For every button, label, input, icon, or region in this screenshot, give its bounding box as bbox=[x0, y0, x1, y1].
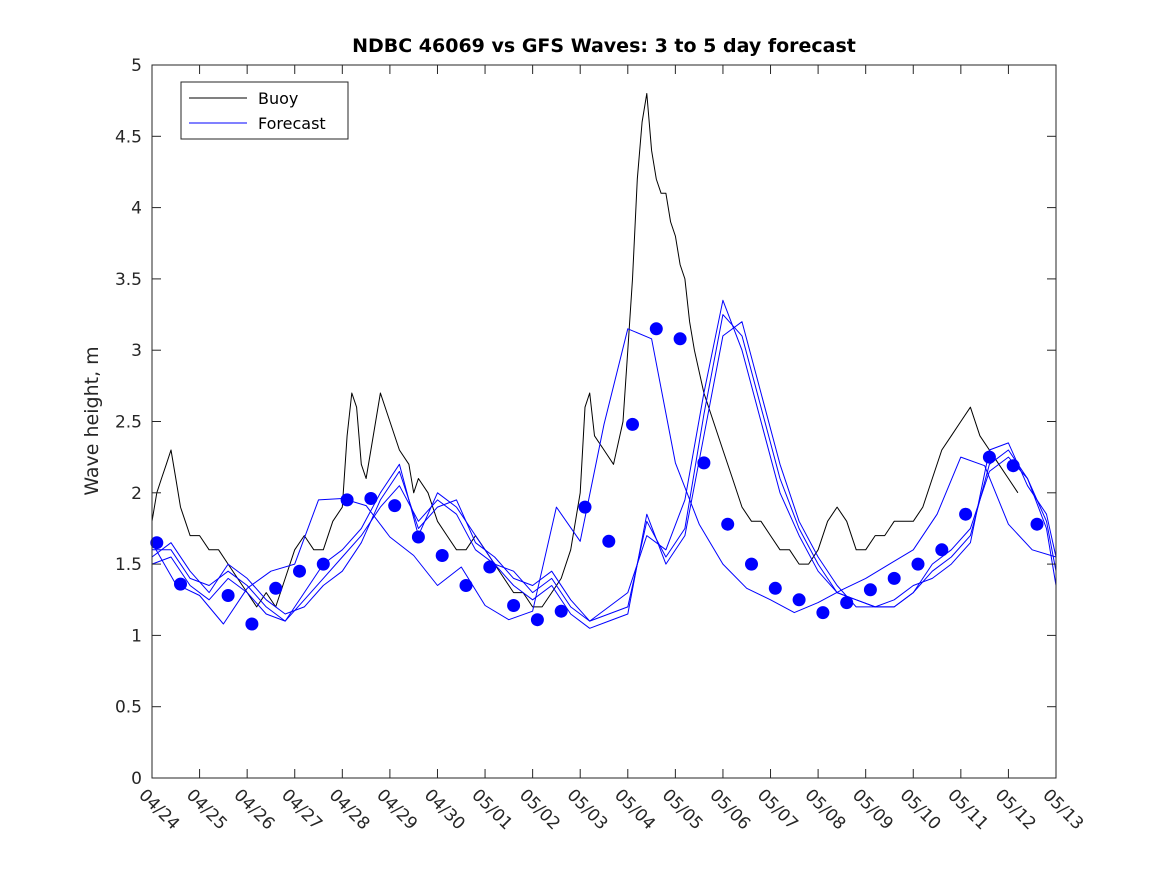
forecast-series-line-4 bbox=[151, 328, 1057, 625]
series-layer bbox=[151, 93, 1057, 629]
y-axis-label: Wave height, m bbox=[81, 346, 103, 495]
y-tick-label: 4.5 bbox=[115, 127, 142, 147]
forecast-marker-point bbox=[293, 564, 306, 578]
y-tick-label: 3.5 bbox=[115, 270, 142, 290]
forecast-marker-point bbox=[316, 557, 330, 571]
y-tick-label: 5 bbox=[131, 56, 142, 76]
forecast-marker-point bbox=[982, 450, 996, 464]
forecast-marker-point bbox=[911, 557, 925, 571]
buoy-series-line bbox=[151, 93, 1019, 608]
forecast-marker-point bbox=[768, 581, 782, 595]
forecast-marker-point bbox=[887, 571, 901, 585]
plot-area bbox=[152, 65, 1056, 778]
forecast-marker-point bbox=[245, 617, 259, 631]
forecast-marker-point bbox=[721, 517, 735, 531]
forecast-marker-point bbox=[1030, 517, 1044, 531]
forecast-marker-point bbox=[554, 604, 568, 618]
forecast-marker-point bbox=[269, 581, 283, 595]
legend-box bbox=[180, 81, 349, 140]
forecast-marker-point bbox=[221, 589, 235, 602]
forecast-marker-point bbox=[863, 583, 877, 597]
y-tick-label: 1 bbox=[131, 626, 142, 646]
y-tick-label: 2.5 bbox=[115, 413, 142, 433]
chart-title: NDBC 46069 vs GFS Waves: 3 to 5 day fore… bbox=[352, 35, 856, 57]
forecast-marker-point bbox=[840, 596, 854, 610]
legend: Buoy Forecast bbox=[180, 81, 349, 140]
forecast-marker-point bbox=[649, 322, 663, 336]
forecast-marker-point bbox=[578, 500, 592, 514]
marker-layer bbox=[150, 322, 1044, 631]
forecast-marker-point bbox=[959, 507, 973, 521]
forecast-marker-point bbox=[150, 536, 164, 550]
y-tick-label: 2 bbox=[131, 484, 142, 504]
forecast-marker-point bbox=[935, 543, 949, 557]
forecast-marker-point bbox=[388, 499, 402, 513]
legend-buoy-label: Buoy bbox=[258, 89, 298, 108]
forecast-series-line-2 bbox=[152, 299, 1057, 622]
forecast-marker-point bbox=[174, 577, 187, 591]
forecast-marker-point bbox=[673, 332, 687, 346]
forecast-marker-point bbox=[364, 492, 378, 505]
y-tick-label: 0 bbox=[131, 769, 142, 789]
legend-forecast-label: Forecast bbox=[258, 114, 326, 133]
y-tick-label: 4 bbox=[131, 199, 142, 219]
forecast-marker-point bbox=[459, 579, 473, 592]
forecast-marker-point bbox=[530, 613, 544, 627]
forecast-marker-point bbox=[411, 530, 425, 544]
forecast-marker-point bbox=[602, 534, 616, 548]
forecast-marker-point bbox=[507, 599, 521, 612]
forecast-marker-point bbox=[816, 606, 830, 620]
forecast-series-line-3 bbox=[151, 321, 1057, 629]
forecast-marker-point bbox=[626, 417, 639, 431]
y-tick-label: 3 bbox=[131, 341, 142, 361]
forecast-marker-point bbox=[697, 456, 711, 470]
forecast-marker-point bbox=[340, 493, 354, 507]
forecast-marker-point bbox=[1006, 459, 1020, 473]
forecast-marker-point bbox=[745, 557, 758, 571]
forecast-marker-point bbox=[435, 549, 449, 562]
forecast-marker-point bbox=[483, 560, 497, 574]
y-tick-label: 0.5 bbox=[115, 698, 142, 718]
y-axis: 0 0.5 1 1.5 2 2.5 3 3.5 4 4.5 5 bbox=[115, 56, 1056, 789]
forecast-marker-point bbox=[792, 593, 806, 607]
y-tick-label: 1.5 bbox=[115, 555, 142, 575]
